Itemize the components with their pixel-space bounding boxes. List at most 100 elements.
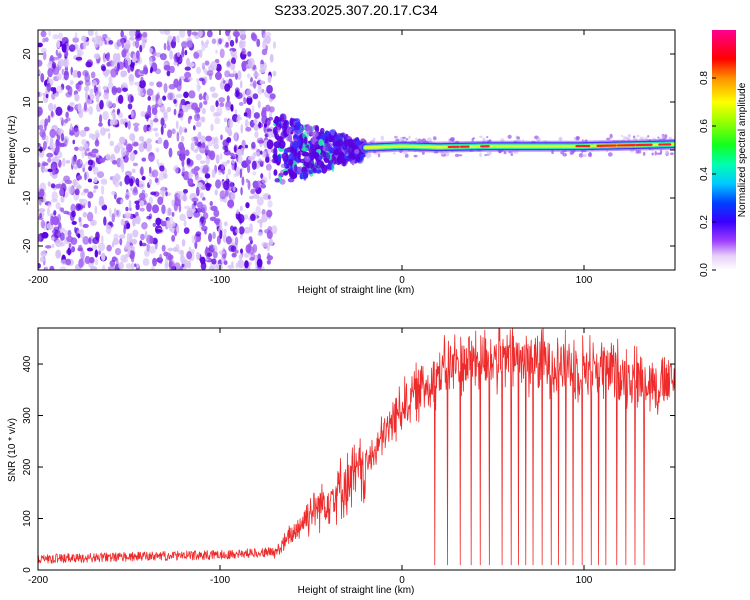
spectrogram-noise-blob (203, 100, 208, 105)
spectrogram-noise-blob (224, 145, 229, 153)
spectrogram-noise-blob (81, 35, 87, 42)
spectrogram-noise-blob (67, 247, 72, 256)
spectrogram-noise-blob (257, 87, 263, 95)
spectrogram-noise-blob (39, 129, 46, 138)
spectrogram-signal-speckle (654, 151, 657, 156)
spectrogram-noise-blob (230, 160, 236, 164)
spectrogram-noise-blob (42, 141, 47, 150)
spectrogram-noise-blob (183, 91, 189, 99)
spectrogram-noise-blob (146, 215, 152, 220)
spectrogram-transition-blob (328, 133, 332, 142)
spectrogram-noise-blob (120, 146, 126, 157)
spectrogram-noise-blob (154, 132, 159, 137)
spectrogram-noise-blob (84, 86, 90, 92)
spectrogram-noise-blob (198, 93, 203, 101)
spectrogram-noise-blob (196, 182, 204, 188)
spectrogram-noise-blob (201, 142, 206, 149)
spectrogram-noise-blob (148, 245, 156, 254)
spectrogram-noise-blob (215, 63, 222, 72)
spectrogram-noise-blob (235, 91, 243, 99)
spectrogram-noise-blob (57, 151, 63, 159)
spectrogram-noise-blob (118, 112, 124, 119)
spectrogram-noise-blob (97, 84, 101, 93)
spectrogram-noise-blob (173, 108, 177, 116)
colorbar-label: Normalized spectral amplitude (737, 82, 748, 217)
spectrogram-noise-blob (251, 104, 255, 115)
spectrogram-noise-blob (118, 261, 124, 270)
spectrogram-noise-blob (151, 204, 160, 214)
spectrogram-noise-blob (149, 235, 154, 244)
spectrogram-noise-blob (47, 181, 51, 187)
spectrogram-transition-blob (282, 154, 288, 163)
spectrogram-noise-blob (146, 138, 152, 144)
spectrogram-signal-speckle (402, 151, 408, 155)
spectrogram-noise-blob (123, 212, 131, 218)
spectrogram-noise-blob (206, 70, 214, 77)
spectrogram-noise-blob (121, 38, 125, 49)
spectrogram-signal-speckle (449, 138, 453, 142)
spectrogram-noise-blob (102, 33, 108, 39)
spectrogram-noise-blob (38, 59, 43, 67)
spectrogram-noise-blob (89, 88, 94, 95)
spectrogram-noise-blob (223, 228, 227, 235)
spectrogram-noise-blob (266, 37, 271, 45)
spectrogram-noise-blob (207, 141, 213, 147)
spectrogram-noise-blob (51, 198, 58, 203)
spectrogram-transition-blob (337, 151, 345, 161)
spectrogram-noise-blob (77, 184, 82, 190)
spectrogram-noise-blob (178, 78, 182, 87)
spectrogram-signal-speckle (415, 137, 418, 141)
spectrogram-noise-blob (119, 181, 123, 187)
spectrogram-noise-blob (243, 214, 249, 220)
spectrogram-noise-blob (159, 253, 163, 262)
spectrogram-transition-blob (280, 163, 286, 168)
spectrogram-noise-blob (127, 103, 133, 110)
spectrogram-noise-blob (202, 164, 209, 173)
spectrogram-noise-blob (123, 226, 126, 235)
spectrogram-noise-blob (132, 229, 139, 238)
spectrogram-noise-blob (148, 178, 152, 186)
spectrogram-noise-blob (139, 180, 145, 190)
spectrogram-signal-speckle (479, 135, 483, 139)
snr-y-tick-label: 200 (22, 458, 33, 475)
spectrogram-noise-blob (265, 31, 272, 38)
spectrogram-noise-blob (167, 129, 172, 139)
spectrogram-noise-blob (82, 211, 88, 218)
spectrogram-noise-blob (38, 142, 41, 148)
spectrogram-noise-blob (171, 199, 175, 207)
spectrogram-noise-blob (78, 80, 84, 85)
spectrogram-noise-blob (75, 56, 83, 61)
spectrogram-noise-blob (38, 106, 43, 116)
spectrogram-noise-blob (247, 155, 255, 161)
spectrogram-x-ticks: -200 -100 0 100 (28, 30, 593, 286)
spectrogram-transition-blob (322, 152, 331, 162)
spectrogram-noise-blob (111, 241, 115, 248)
spectrogram-noise-blob (238, 101, 244, 106)
spectrogram-noise-blob (174, 164, 179, 175)
spectrogram-noise-blob (158, 171, 165, 181)
spectrogram-noise-blob (51, 147, 55, 152)
spectrogram-noise-blob (262, 33, 266, 42)
spectrogram-noise-blob (261, 213, 268, 223)
spectrogram-signal-speckle (421, 151, 425, 155)
spectrogram-noise-blob (67, 85, 73, 96)
spectrogram-noise-blob (77, 229, 83, 234)
spectrogram-noise-blob (104, 73, 109, 78)
spectrogram-transition-blob (336, 134, 343, 139)
spectrogram-noise-blob (171, 211, 175, 217)
spectrogram-noise-blob (103, 58, 107, 62)
spectrogram-noise-blob (179, 145, 186, 155)
spectrogram-noise-blob (181, 158, 185, 167)
spectrogram-noise-blob (94, 249, 99, 258)
spectrogram-noise-blob (268, 238, 274, 246)
spectrogram-noise-blob (188, 171, 194, 179)
spectrogram-transition-blob (301, 151, 310, 157)
spectrogram-noise-blob (128, 199, 132, 209)
spectrogram-noise-blob (181, 238, 186, 247)
spectrogram-noise-blob (64, 229, 69, 237)
spectrogram-noise-blob (120, 218, 126, 226)
spectrogram-noise-blob (107, 82, 114, 89)
spectrogram-noise-blob (187, 178, 194, 186)
spectrogram-noise-blob (72, 139, 76, 145)
spectrogram-noise-blob (212, 111, 220, 118)
